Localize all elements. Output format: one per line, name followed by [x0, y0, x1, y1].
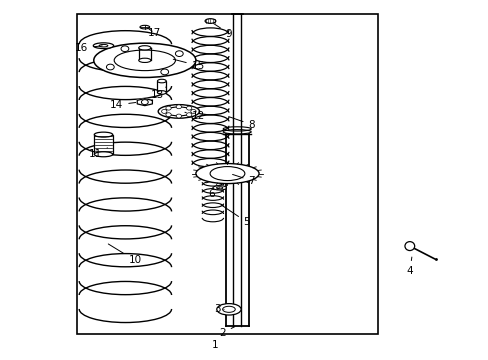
Circle shape [106, 64, 114, 70]
Ellipse shape [94, 132, 113, 137]
Ellipse shape [157, 91, 166, 94]
Circle shape [165, 106, 171, 110]
Text: 7: 7 [232, 175, 255, 186]
Ellipse shape [216, 187, 223, 189]
Circle shape [165, 113, 171, 117]
Ellipse shape [196, 163, 259, 184]
Text: 1: 1 [212, 340, 218, 350]
Ellipse shape [140, 25, 149, 29]
Text: 10: 10 [108, 244, 142, 265]
Ellipse shape [94, 43, 196, 77]
Polygon shape [137, 99, 152, 106]
Circle shape [176, 105, 181, 109]
Text: 16: 16 [75, 43, 102, 53]
Circle shape [190, 109, 196, 113]
Ellipse shape [165, 107, 192, 116]
Text: 3: 3 [214, 304, 224, 314]
Ellipse shape [94, 152, 113, 157]
Ellipse shape [114, 50, 175, 71]
Text: 4: 4 [406, 257, 412, 276]
Text: 6: 6 [208, 188, 219, 199]
Text: 2: 2 [219, 327, 234, 338]
Circle shape [175, 51, 183, 57]
Circle shape [186, 113, 191, 117]
Text: 9: 9 [213, 24, 232, 39]
Text: 15: 15 [173, 59, 204, 71]
Text: 17: 17 [148, 28, 161, 38]
Ellipse shape [222, 306, 235, 312]
Circle shape [176, 114, 181, 118]
Text: 5: 5 [221, 205, 250, 227]
Circle shape [161, 69, 168, 75]
Ellipse shape [404, 242, 414, 251]
Ellipse shape [99, 44, 108, 47]
Bar [77, 14, 377, 334]
Ellipse shape [210, 167, 244, 181]
Text: 8: 8 [228, 117, 255, 130]
Circle shape [161, 109, 166, 113]
Bar [157, 81, 166, 93]
Ellipse shape [139, 46, 151, 50]
Ellipse shape [157, 79, 166, 83]
Ellipse shape [158, 105, 199, 118]
Bar [94, 135, 113, 154]
Text: 14: 14 [110, 100, 136, 110]
Circle shape [186, 106, 191, 110]
Ellipse shape [139, 58, 151, 63]
Ellipse shape [212, 186, 226, 190]
Ellipse shape [216, 303, 241, 315]
Text: 11: 11 [88, 148, 107, 159]
Text: 12: 12 [184, 111, 204, 121]
Circle shape [141, 100, 148, 105]
Ellipse shape [93, 43, 114, 49]
Circle shape [121, 46, 128, 51]
Text: 13: 13 [150, 87, 165, 100]
Ellipse shape [204, 19, 215, 23]
